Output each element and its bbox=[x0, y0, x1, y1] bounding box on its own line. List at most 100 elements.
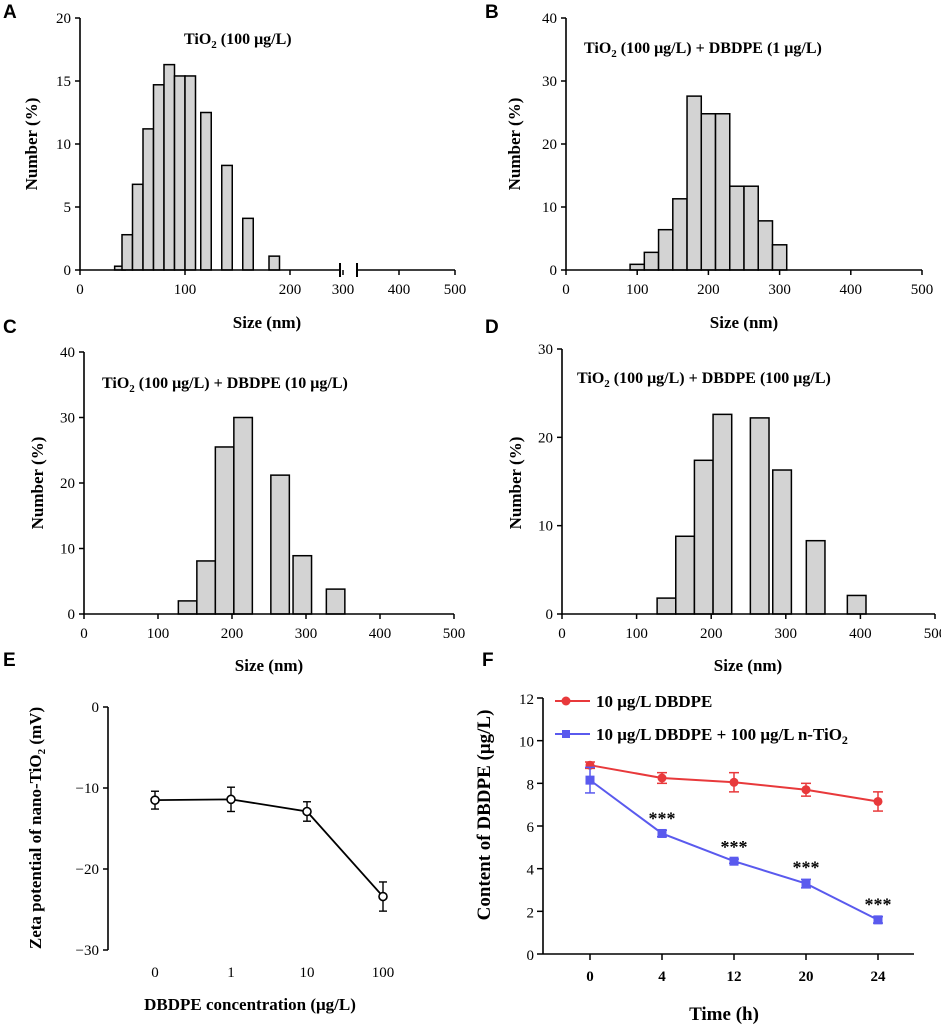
panel-e-ticks: 0 −10 −20 −30 0 1 10 100 bbox=[76, 700, 395, 981]
panel-d-axes bbox=[561, 349, 935, 615]
panel-f-y-tick-label: 6 bbox=[527, 820, 535, 836]
panel-e-x-tick-label: 1 bbox=[227, 965, 235, 981]
panel-d-bar bbox=[805, 539, 826, 615]
panel-f-significance-marker: *** bbox=[793, 857, 820, 877]
panel-b-bars bbox=[629, 95, 788, 271]
panel-a-y-tick-label: 0 bbox=[64, 263, 72, 279]
panel-d-title: TiO2 (100 μg/L) + DBDPE (100 μg/L) bbox=[577, 370, 831, 390]
panel-d-bars bbox=[656, 413, 867, 615]
panel-f-series-2-point bbox=[801, 879, 811, 889]
panel-b-y-label: Number (%) bbox=[505, 98, 524, 191]
panel-f-x-tick-label: 0 bbox=[586, 969, 594, 985]
panel-e-x-label: DBDPE concentration (μg/L) bbox=[144, 995, 356, 1014]
panel-b-x-tick-label: 400 bbox=[840, 282, 863, 298]
panel-b-bar bbox=[672, 198, 688, 271]
panel-a-x-tick-label: 200 bbox=[279, 282, 302, 298]
panel-d-x-tick-label: 400 bbox=[849, 626, 872, 642]
panel-a-y-tick-label: 5 bbox=[64, 200, 72, 216]
panel-f-y-tick-label: 10 bbox=[519, 735, 534, 751]
panel-f-y-tick-label: 2 bbox=[527, 905, 535, 921]
panel-f-series-2-point bbox=[729, 856, 739, 866]
panel-e-y-label: Zeta potential of nano-TiO2 (mV) bbox=[26, 707, 48, 949]
panel-a-bar bbox=[221, 164, 233, 271]
panel-f-x-tick-label: 20 bbox=[799, 969, 814, 985]
panel-f-plot: *** *** *** *** bbox=[585, 760, 892, 925]
panel-e-x-tick-label: 100 bbox=[372, 965, 395, 981]
panel-b-y-tick-label: 10 bbox=[542, 200, 557, 216]
panel-a-x-tick-label: 100 bbox=[174, 282, 197, 298]
panel-letter-b: B bbox=[485, 2, 499, 23]
panel-f-y-label: Content of DBDPE (μg/L) bbox=[474, 710, 495, 921]
panel-a-bar bbox=[131, 183, 144, 271]
panel-letter-e: E bbox=[3, 650, 16, 671]
panel-c-x-tick-label: 300 bbox=[295, 626, 318, 642]
panel-d-bar bbox=[712, 413, 733, 615]
panel-f-x-label: Time (h) bbox=[689, 1004, 759, 1025]
panel-a-bar bbox=[152, 84, 165, 271]
panel-c-y-tick-label: 40 bbox=[60, 345, 75, 361]
panel-c-x-label: Size (nm) bbox=[235, 656, 303, 675]
panel-b-x-tick-label: 100 bbox=[626, 282, 649, 298]
panel-d-y-tick-label: 10 bbox=[538, 519, 553, 535]
panel-c-bar bbox=[292, 554, 313, 615]
panel-b-bar bbox=[629, 263, 646, 271]
panel-b-bar bbox=[714, 113, 731, 271]
panel-c-y-tick-label: 20 bbox=[60, 476, 75, 492]
panel-f-series-1-point bbox=[873, 796, 883, 806]
panel-d-ticks: 01020300100200300400500 bbox=[538, 342, 941, 642]
panel-b-y-tick-label: 40 bbox=[542, 11, 557, 27]
panel-c-y-tick-label: 0 bbox=[68, 607, 76, 623]
panel-d-y-tick-label: 0 bbox=[546, 607, 554, 623]
panel-f-y-tick-label: 8 bbox=[527, 777, 535, 793]
panel-a-x-tick-label: 400 bbox=[388, 282, 411, 298]
panel-b-x-label: Size (nm) bbox=[710, 313, 778, 332]
panel-a-y-tick-label: 10 bbox=[56, 137, 71, 153]
panel-a-y-tick-label: 20 bbox=[56, 11, 71, 27]
panel-c-x-tick-label: 0 bbox=[80, 626, 88, 642]
panel-f-y-tick-label: 4 bbox=[527, 863, 535, 879]
panel-f-series-2-point bbox=[585, 775, 595, 785]
panel-letter-d: D bbox=[485, 317, 499, 338]
panel-c-bar bbox=[325, 588, 346, 615]
panel-c-y-tick-label: 30 bbox=[60, 411, 75, 427]
panel-c-bar bbox=[270, 474, 291, 615]
panel-d-y-tick-label: 20 bbox=[538, 430, 553, 446]
panel-a-x-tick-label: 300 bbox=[332, 282, 355, 298]
panel-c-bar bbox=[196, 560, 217, 615]
panel-c-bar bbox=[233, 416, 254, 615]
panel-b-y-tick-label: 20 bbox=[542, 137, 557, 153]
panel-f-y-tick-label: 0 bbox=[527, 948, 535, 964]
panel-e-x-tick-label: 10 bbox=[300, 965, 315, 981]
panel-c: C TiO2 (100 μg/L) + DBDPE (10 μg/L) 0 10 2… bbox=[3, 317, 465, 675]
panel-f-series-2-point bbox=[657, 828, 667, 838]
panel-e-x-tick-label: 0 bbox=[151, 965, 159, 981]
panel-a-bars bbox=[113, 63, 281, 271]
panel-c-x-tick-label: 500 bbox=[443, 626, 466, 642]
panel-b-bar bbox=[657, 228, 674, 271]
panel-a-bar bbox=[142, 128, 155, 271]
panel-f-y-tick-label: 12 bbox=[519, 692, 534, 708]
panel-b: B TiO2 (100 μg/L) + DBDPE (1 μg/L) 0 10 20… bbox=[485, 2, 933, 332]
panel-letter-a: A bbox=[3, 2, 17, 23]
panel-c-bar bbox=[177, 600, 198, 615]
panel-a-title: TiO2 (100 μg/L) bbox=[184, 31, 292, 51]
panel-c-y-label: Number (%) bbox=[28, 437, 47, 530]
panel-d-x-tick-label: 300 bbox=[775, 626, 798, 642]
panel-a-bar bbox=[268, 255, 281, 271]
panel-b-x-tick-label: 500 bbox=[911, 282, 934, 298]
panel-b-bar bbox=[643, 251, 660, 271]
panel-d-bar bbox=[771, 469, 793, 615]
panel-a-x-tick-label: 500 bbox=[444, 282, 467, 298]
panel-d-x-tick-label: 500 bbox=[924, 626, 941, 642]
legend-label-series-1: 10 μg/L DBDPE bbox=[596, 692, 712, 711]
panel-d-x-tick-label: 0 bbox=[558, 626, 566, 642]
panel-b-bar bbox=[686, 95, 703, 271]
panel-c-x-tick-label: 400 bbox=[369, 626, 392, 642]
panel-c-y-tick-label: 10 bbox=[60, 542, 75, 558]
